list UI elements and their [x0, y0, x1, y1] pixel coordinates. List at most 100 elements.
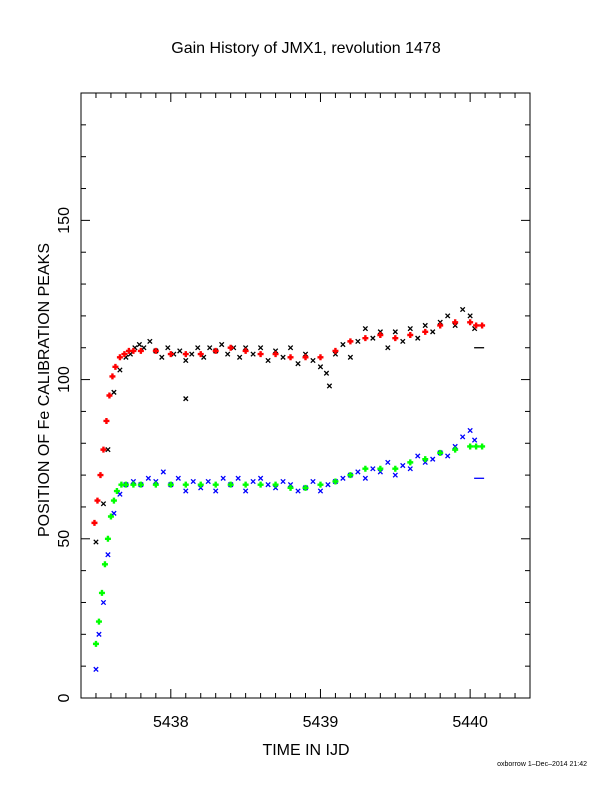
data-point [257, 345, 264, 351]
data-point [437, 449, 444, 456]
chart-title: Gain History of JMX1, revolution 1478 [171, 40, 441, 57]
data-point [219, 341, 225, 348]
data-point [355, 338, 361, 345]
data-point [310, 478, 316, 485]
data-point [272, 485, 279, 491]
data-point [97, 472, 104, 479]
data-point [377, 329, 383, 335]
data-point [325, 481, 331, 488]
data-point [392, 472, 398, 478]
data-point [347, 354, 354, 360]
data-point [467, 427, 473, 434]
data-point [213, 488, 219, 494]
data-point [136, 341, 143, 348]
data-point [452, 443, 458, 450]
data-point [110, 497, 117, 504]
data-point [159, 354, 165, 360]
data-point [107, 513, 114, 520]
data-point [111, 389, 117, 395]
data-point [121, 351, 128, 358]
data-point [145, 475, 152, 481]
data-point [93, 666, 99, 673]
data-point [130, 478, 137, 485]
data-point [317, 364, 324, 370]
data-point [302, 354, 309, 361]
data-point [332, 351, 339, 357]
data-point [392, 465, 399, 472]
data-point [302, 484, 309, 491]
data-point [295, 488, 301, 494]
plot-frame [80, 92, 531, 699]
data-point [201, 354, 207, 360]
data-point [242, 488, 249, 494]
data-point [459, 306, 466, 313]
data-point [227, 344, 234, 351]
data-point [340, 341, 346, 348]
data-point [370, 335, 376, 341]
data-point [100, 599, 107, 606]
data-point [153, 478, 159, 485]
data-point [415, 453, 421, 459]
data-point [430, 456, 436, 462]
data-point [437, 322, 444, 329]
data-point [385, 345, 391, 351]
data-point [130, 481, 137, 488]
data-point [377, 469, 383, 475]
data-point [167, 351, 174, 358]
data-point [93, 539, 99, 545]
data-point [98, 589, 105, 596]
data-point [377, 465, 384, 472]
data-point [400, 462, 406, 469]
data-point [207, 345, 213, 351]
data-point [362, 335, 369, 342]
data-point [183, 396, 189, 402]
data-point [111, 510, 117, 516]
data-point [362, 465, 369, 472]
data-point [101, 561, 108, 568]
tick-labels: 0 50 100 150 5438 5439 5440 [56, 207, 488, 731]
data-point [91, 519, 98, 526]
data-point [467, 313, 473, 319]
axis-ticks [80, 92, 531, 699]
data-point [189, 351, 195, 357]
data-point [116, 354, 123, 361]
data-point [287, 481, 294, 488]
data-point [467, 443, 474, 450]
data-point [392, 335, 399, 342]
series-lower_fit [92, 443, 486, 647]
data-point [165, 345, 171, 351]
data-point [272, 351, 279, 358]
data-point [415, 335, 421, 341]
data-point [92, 640, 99, 647]
data-point [323, 370, 330, 376]
data-point [430, 329, 436, 335]
data-point [235, 475, 241, 481]
data-point [452, 319, 459, 326]
data-point [407, 332, 414, 338]
data-point [117, 367, 123, 373]
data-point [105, 446, 111, 453]
data-point [471, 437, 478, 443]
data-point [385, 459, 391, 466]
data-point [175, 475, 181, 481]
data-point [96, 631, 102, 637]
data-point [160, 469, 166, 475]
data-point [287, 484, 294, 491]
data-point [197, 481, 204, 488]
data-point [310, 357, 316, 364]
credit-line: oxborrow 1–Dec–2014 21:42 [497, 761, 587, 768]
data-point [422, 456, 429, 463]
data-point [422, 459, 428, 466]
data-point [280, 478, 286, 485]
data-point [141, 345, 147, 351]
data-point [195, 345, 201, 351]
y-axis-label: POSITION OF Fe CALIBRATION PEAKS [36, 243, 53, 537]
data-point [183, 488, 189, 494]
data-point [130, 347, 137, 354]
data-point [317, 481, 324, 488]
data-point [167, 481, 174, 488]
data-point [257, 481, 264, 488]
data-point [242, 345, 249, 351]
data-point [100, 501, 107, 507]
